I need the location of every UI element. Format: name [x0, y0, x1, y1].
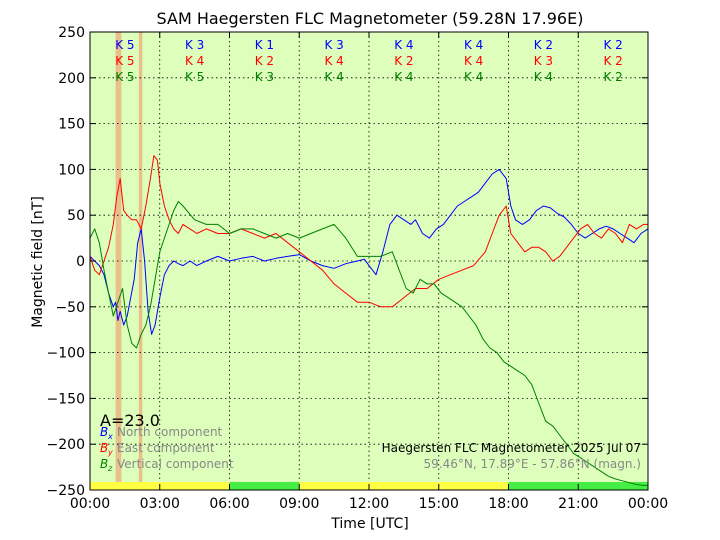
y-axis-label: Magnetic field [nT] [30, 196, 46, 328]
k-index-x-2: K 1 [255, 38, 274, 52]
y-tick-label-1: 200 [58, 71, 85, 87]
y-tick-label-6: −50 [55, 300, 85, 316]
k-index-x-5: K 4 [464, 38, 483, 52]
legend-symbol-y: B [100, 441, 108, 455]
k-index-x-7: K 2 [603, 38, 622, 52]
station-info-line1: Haegersten FLC Magnetometer 2025 Jul 07 [382, 441, 641, 455]
k-index-y-6: K 3 [534, 54, 553, 68]
k-index-y-5: K 4 [464, 54, 483, 68]
legend-symbol-x: B [100, 425, 108, 439]
k-index-z-2: K 3 [255, 70, 274, 84]
y-tick-label-2: 150 [58, 117, 85, 133]
k-index-z-1: K 5 [185, 70, 204, 84]
x-tick-label-4: 12:00 [349, 496, 389, 512]
k-index-y-0: K 5 [115, 54, 134, 68]
legend-label-z: Vertical component [117, 457, 234, 471]
k-index-z-5: K 4 [464, 70, 483, 84]
k-index-x-1: K 3 [185, 38, 204, 52]
k-index-x-3: K 3 [324, 38, 343, 52]
series-line-1 [89, 168, 649, 335]
x-tick-label-3: 09:00 [279, 496, 319, 512]
station-info-line2: 59.46°N, 17.89°E - 57.86°N (magn.) [424, 457, 641, 471]
legend-label-y: East component [117, 441, 215, 455]
k-index-x-6: K 2 [534, 38, 553, 52]
y-tick-label-7: −100 [47, 346, 85, 362]
k-index-y-4: K 2 [394, 54, 413, 68]
x-tick-label-5: 15:00 [419, 496, 459, 512]
k-index-z-7: K 2 [603, 70, 622, 84]
x-tick-label-7: 21:00 [558, 496, 598, 512]
legend-subscript-y: y [107, 448, 113, 457]
y-tick-labels: 250 200 150 100 50 0 −50 −100 −150 −200 −250 [47, 25, 85, 499]
k-index-x-4: K 4 [394, 38, 413, 52]
k-index-z-6: K 4 [534, 70, 553, 84]
k-index-z-4: K 4 [394, 70, 413, 84]
x-axis-label: Time [UTC] [330, 516, 408, 532]
series-line-2 [89, 155, 648, 308]
series-line-3 [89, 201, 648, 486]
daylight-segment-1 [229, 482, 300, 490]
y-tick-label-10: −250 [47, 483, 85, 499]
legend-subscript-x: x [107, 432, 113, 441]
legend-symbol-z: B [100, 457, 108, 471]
x-tick-label-6: 18:00 [488, 496, 528, 512]
y-tick-label-3: 100 [58, 162, 85, 178]
x-tick-label-2: 06:00 [209, 496, 249, 512]
a-index-label: A=23.0 [100, 411, 160, 430]
k-index-labels: K 5 K 3 K 1 K 3 K 4 K 4 K 2 K 2 K 5 K 4 K 2 K 4 K 2 K… [115, 38, 623, 84]
y-tick-label-8: −150 [47, 391, 85, 407]
x-tick-labels: 00:00 03:00 06:00 09:00 12:00 15:00 18:00 21:00… [70, 496, 668, 512]
k-index-y-3: K 4 [324, 54, 343, 68]
k-index-y-7: K 2 [603, 54, 622, 68]
k-index-z-3: K 4 [324, 70, 343, 84]
legend-label-x: North component [117, 425, 223, 439]
chart-title: SAM Haegersten FLC Magnetometer (59.28N … [157, 9, 584, 28]
x-tick-label-8: 00:00 [628, 496, 668, 512]
axis-ticks [89, 31, 649, 491]
y-tick-label-5: 0 [76, 254, 85, 270]
x-tick-label-1: 03:00 [140, 496, 180, 512]
plot-area: K 5 K 3 K 1 K 3 K 4 K 4 K 2 K 2 K 5 K 4 K 2 K 4 K 2 K… [89, 31, 649, 491]
x-tick-label-0: 00:00 [70, 496, 110, 512]
y-tick-label-0: 250 [58, 25, 85, 41]
k-index-y-1: K 4 [185, 54, 204, 68]
daylight-segment-2 [299, 482, 509, 490]
k-index-y-2: K 2 [255, 54, 274, 68]
legend-subscript-z: z [107, 464, 113, 473]
k-index-x-0: K 5 [115, 38, 134, 52]
series-lines [89, 155, 649, 486]
y-tick-label-4: 50 [67, 208, 85, 224]
y-tick-label-9: −200 [47, 437, 85, 453]
k-index-z-0: K 5 [115, 70, 134, 84]
